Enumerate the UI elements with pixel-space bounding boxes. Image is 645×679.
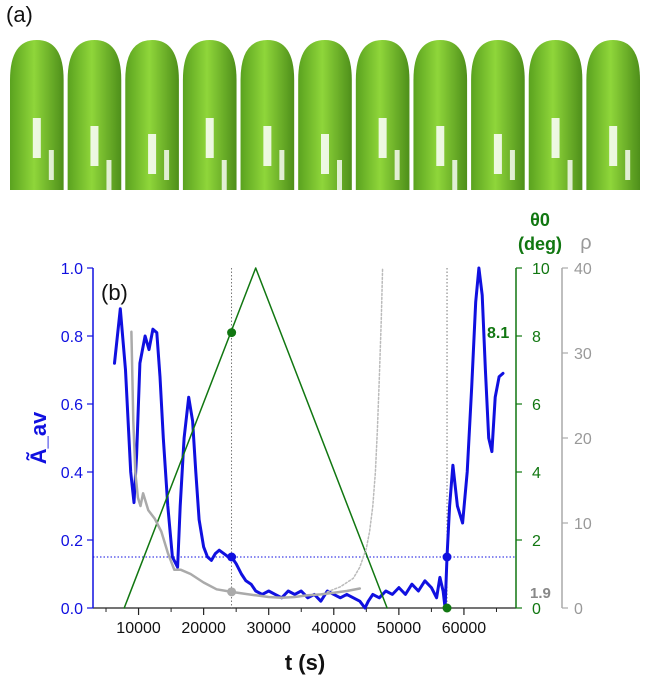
- left-axis-title: Ã_av: [26, 411, 51, 464]
- finger-gap: [279, 150, 284, 180]
- finger-shape: [356, 40, 410, 190]
- rho-axis-title: ρ: [580, 232, 591, 254]
- annotation-rho-value: 1.9: [530, 585, 551, 602]
- theta-tick-label: 6: [532, 397, 541, 414]
- data-marker: [227, 553, 236, 562]
- rho-extrapolated-series: [327, 268, 382, 592]
- left-tick-label: 1.0: [61, 261, 83, 278]
- finger-gap: [379, 118, 387, 158]
- finger-shape: [586, 40, 640, 190]
- x-tick-label: 30000: [246, 620, 291, 637]
- rho-tick-label: 30: [574, 346, 592, 363]
- finger-gap: [164, 150, 169, 180]
- left-tick-label: 0.2: [61, 533, 83, 550]
- theta-tick-label: 10: [532, 261, 550, 278]
- finger-shape: [68, 40, 122, 190]
- finger-gap: [49, 150, 54, 180]
- finger-shape: [241, 40, 295, 190]
- finger-shape: [529, 40, 583, 190]
- theta-axis-unit: (deg): [518, 234, 562, 254]
- finger-gap: [395, 150, 400, 180]
- finger-gap: [206, 118, 214, 158]
- finger-gap: [222, 160, 227, 190]
- finger-gap: [148, 134, 156, 174]
- finger-gap: [321, 134, 329, 174]
- theta-tick-label: 0: [532, 601, 541, 618]
- rho-tick-label: 0: [574, 601, 583, 618]
- annotation-theta-value: 8.1: [487, 325, 509, 342]
- left-tick-label: 0.8: [61, 329, 83, 346]
- left-tick-label: 0.0: [61, 601, 83, 618]
- data-marker: [227, 587, 236, 596]
- finger-gap: [452, 160, 457, 190]
- finger-gap: [494, 134, 502, 174]
- rho-tick-label: 10: [574, 516, 592, 533]
- theta-tick-label: 8: [532, 329, 541, 346]
- x-tick-label: 10000: [116, 620, 161, 637]
- panel-a-texture: [10, 40, 640, 190]
- finger-gap: [609, 126, 617, 166]
- left-tick-label: 0.4: [61, 465, 83, 482]
- finger-shape: [413, 40, 467, 190]
- panel-b-chart: 10000 20000 30000 40000 50000 60000 0.0 0.2 0.4 0…: [26, 210, 592, 675]
- finger-gap: [436, 126, 444, 166]
- data-marker: [227, 328, 236, 337]
- finger-gap: [552, 118, 560, 158]
- finger-gap: [510, 150, 515, 180]
- theta-tick-label: 4: [532, 465, 541, 482]
- finger-gap: [33, 118, 41, 158]
- rho-tick-label: 40: [574, 261, 592, 278]
- finger-gap: [337, 160, 342, 190]
- theta-tick-label: 2: [532, 533, 541, 550]
- rho-tick-label: 20: [574, 431, 592, 448]
- finger-shape: [183, 40, 237, 190]
- x-axis-title: t (s): [285, 650, 325, 675]
- finger-gap: [90, 126, 98, 166]
- data-marker: [443, 604, 452, 613]
- x-tick-label: 40000: [312, 620, 357, 637]
- finger-gap: [106, 160, 111, 190]
- finger-gap: [568, 160, 573, 190]
- data-marker: [443, 553, 452, 562]
- panel-b-label: (b): [101, 280, 128, 305]
- finger-shape: [10, 40, 64, 190]
- theta-axis-title: θ0: [530, 210, 550, 230]
- x-tick-label: 20000: [181, 620, 226, 637]
- finger-gap: [625, 150, 630, 180]
- finger-gap: [263, 126, 271, 166]
- left-tick-label: 0.6: [61, 397, 83, 414]
- x-tick-label: 60000: [442, 620, 487, 637]
- x-tick-label: 50000: [377, 620, 422, 637]
